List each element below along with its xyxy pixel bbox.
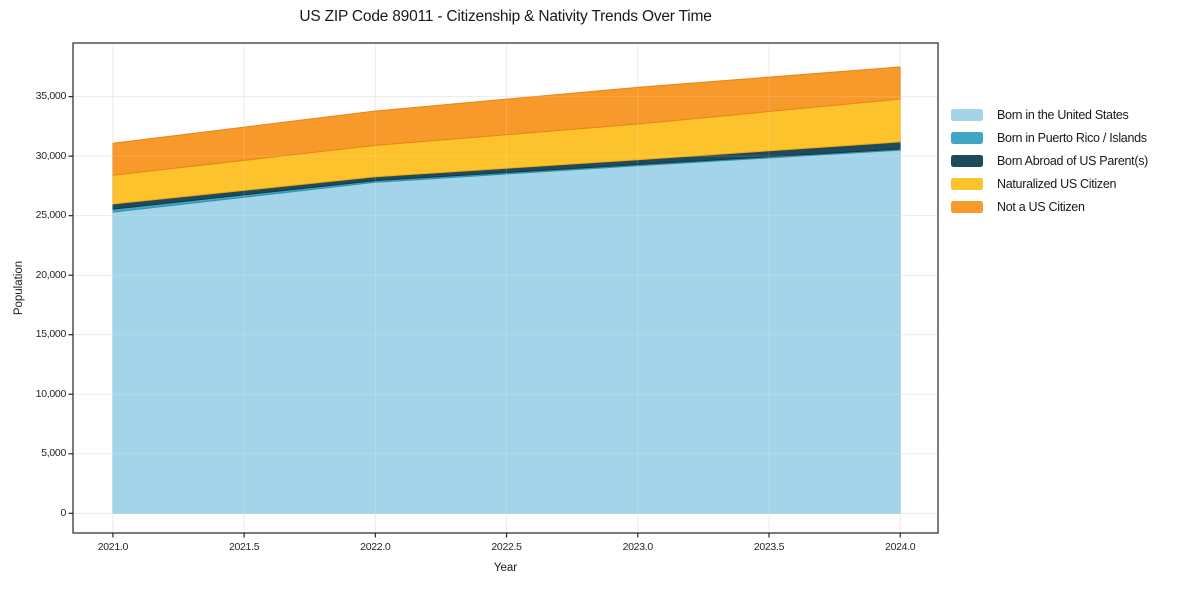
ytick-label: 20,000 xyxy=(35,268,67,281)
legend-swatch-icon xyxy=(951,177,983,190)
legend-label: Not a US Citizen xyxy=(997,199,1085,214)
ytick-label: 35,000 xyxy=(35,90,67,103)
chart-area-series-4 xyxy=(112,66,901,176)
legend-label: Born Abroad of US Parent(s) xyxy=(997,153,1149,168)
ytick-label: 15,000 xyxy=(35,328,67,341)
legend-swatch-icon xyxy=(951,131,983,144)
xtick-label: 2022.5 xyxy=(491,541,522,553)
legend-label: Naturalized US Citizen xyxy=(997,176,1117,191)
xtick-label: 2023.0 xyxy=(622,541,654,553)
ytick-label: 10,000 xyxy=(35,387,67,400)
xtick-label: 2022.0 xyxy=(360,541,391,553)
ytick-label: 5,000 xyxy=(41,447,66,460)
ytick-label: 30,000 xyxy=(35,149,67,162)
xtick-label: 2023.5 xyxy=(753,541,785,553)
legend-item: Not a US Citizen xyxy=(951,195,1148,218)
y-axis-label: Population xyxy=(13,260,25,316)
ytick-label: 25,000 xyxy=(35,209,67,222)
xtick-label: 2021.0 xyxy=(97,541,129,553)
plot-border xyxy=(72,42,939,534)
legend-swatch-icon xyxy=(951,200,983,213)
xtick-label: 2024.0 xyxy=(885,541,916,553)
legend-swatch-icon xyxy=(951,108,983,121)
legend-item: Born Abroad of US Parent(s) xyxy=(951,149,1148,172)
xtick-label: 2021.5 xyxy=(228,541,260,553)
legend-item: Naturalized US Citizen xyxy=(951,172,1148,195)
legend-swatch-icon xyxy=(951,154,983,167)
ytick-label: 0 xyxy=(60,506,66,519)
legend-item: Born in Puerto Rico / Islands xyxy=(951,126,1148,149)
x-axis-label: Year xyxy=(493,562,518,574)
legend-label: Born in Puerto Rico / Islands xyxy=(997,130,1147,145)
legend-label: Born in the United States xyxy=(997,107,1129,122)
chart-title: US ZIP Code 89011 - Citizenship & Nativi… xyxy=(299,8,712,25)
chart-legend: Born in the United States Born in Puerto… xyxy=(951,103,1148,218)
legend-item: Born in the United States xyxy=(951,103,1148,126)
